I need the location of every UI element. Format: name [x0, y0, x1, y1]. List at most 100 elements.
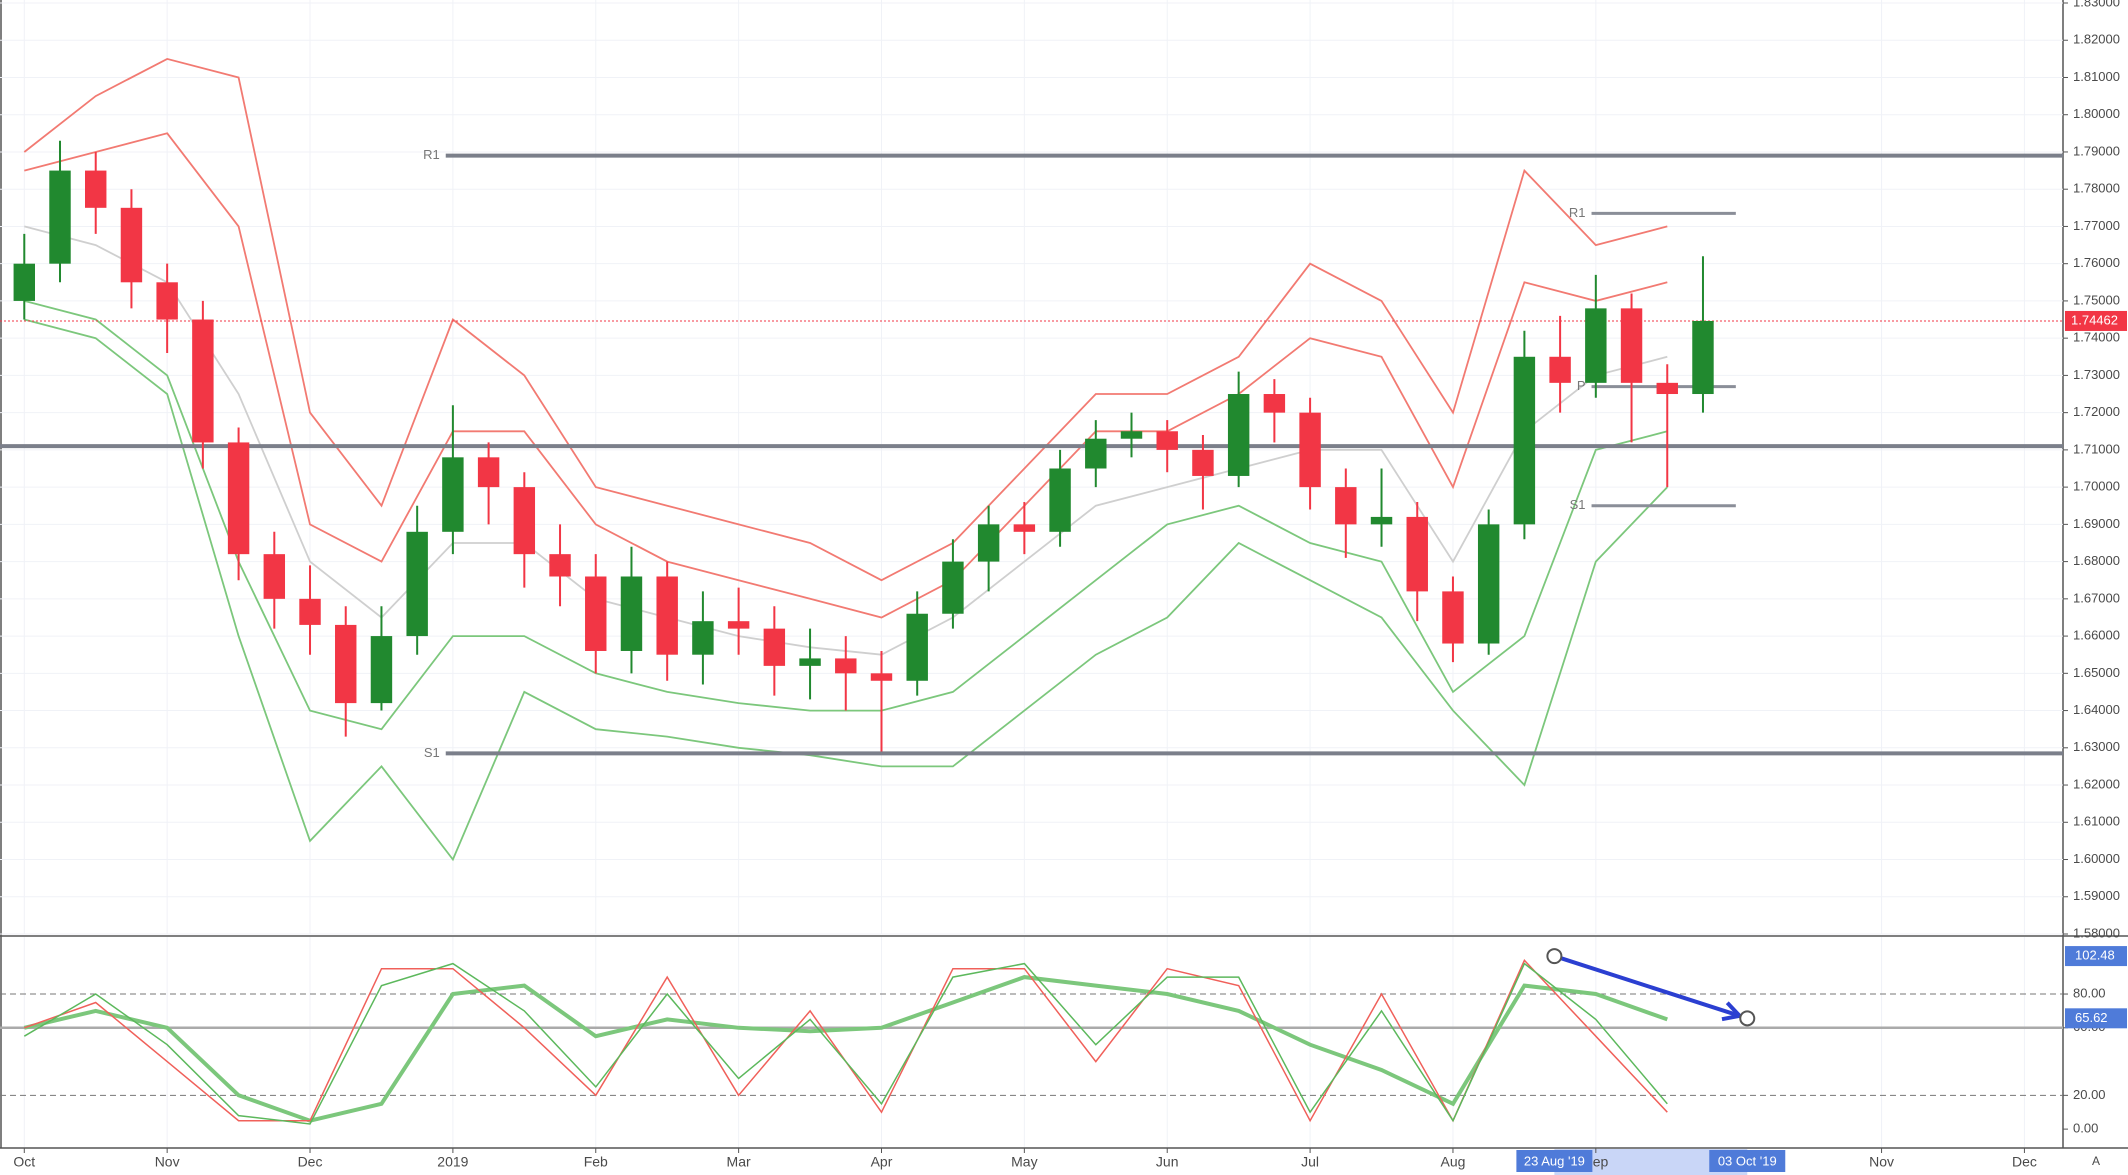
candle-body — [1370, 516, 1393, 525]
candle-body — [942, 561, 964, 614]
x-tick-label: Nov — [155, 1154, 180, 1170]
divergence-line — [1553, 954, 1748, 1021]
date-label: 03 Oct '19 — [1718, 1153, 1777, 1168]
candle-body — [585, 576, 607, 651]
candle-body — [763, 628, 786, 666]
candle-body — [906, 613, 928, 681]
y-tick-label: 80.00 — [2073, 985, 2106, 1000]
candle-body — [1513, 356, 1536, 525]
candle-body — [227, 442, 250, 555]
candle-body — [120, 207, 143, 283]
candle-body — [406, 531, 428, 637]
candle-body — [1442, 591, 1464, 644]
candle-body — [1049, 468, 1071, 532]
candle-body — [1013, 524, 1036, 532]
date-label-box — [1709, 1150, 1786, 1172]
candle-body — [1692, 320, 1714, 395]
candle-body — [727, 621, 750, 629]
x-tick-label: Jul — [1301, 1154, 1319, 1170]
last-price-box — [2065, 310, 2127, 331]
corner-label: A — [2092, 1154, 2100, 1168]
divergence-value-label: 102.48 — [2075, 948, 2115, 963]
band-line — [24, 132, 1668, 619]
y-tick-label: 1.82000 — [2073, 32, 2120, 47]
divergence-point — [1739, 1010, 1756, 1027]
y-tick-label: 1.74000 — [2073, 330, 2120, 345]
candle-body — [1263, 394, 1286, 413]
candle-body — [1192, 449, 1214, 476]
y-tick-label: 1.69000 — [2073, 516, 2120, 531]
candle-body — [656, 576, 678, 655]
divergence-value-box — [2065, 946, 2127, 967]
candle-body — [49, 170, 71, 264]
x-tick-label: Feb — [584, 1154, 608, 1170]
y-tick-label: 1.78000 — [2073, 181, 2120, 196]
x-tick-label: May — [1011, 1154, 1037, 1170]
pivot-label: P — [1577, 378, 1586, 393]
x-tick-label: 2019 — [437, 1154, 468, 1170]
candle-body — [1549, 356, 1571, 383]
candle-body — [335, 624, 357, 704]
x-tick-label: Dec — [298, 1154, 323, 1170]
candle-body — [870, 673, 893, 681]
x-tick-label: Apr — [871, 1154, 893, 1170]
candle-body — [692, 621, 714, 655]
candle-body — [1335, 487, 1357, 525]
pivot-label: S1 — [1570, 497, 1586, 512]
candle-body — [156, 282, 178, 320]
candle-body — [1656, 382, 1678, 395]
candle-body — [1120, 431, 1143, 439]
y-tick-label: 20.00 — [2073, 1087, 2106, 1102]
candle-body — [513, 487, 536, 555]
candle-body — [1227, 394, 1250, 476]
oscillator-line — [23, 975, 1668, 1123]
y-tick-label: 1.66000 — [2073, 628, 2120, 643]
candle-body — [85, 170, 107, 208]
candle-body — [549, 554, 571, 577]
x-tick-label: Oct — [13, 1154, 35, 1170]
y-tick-label: 1.62000 — [2073, 776, 2120, 791]
x-tick-label: Jun — [1156, 1154, 1179, 1170]
candle-body — [1620, 308, 1643, 383]
y-tick-label: 1.65000 — [2073, 665, 2120, 680]
candle-body — [1585, 308, 1607, 383]
band-line — [23, 57, 1668, 582]
candle-body — [1299, 412, 1321, 488]
y-tick-label: 1.81000 — [2073, 69, 2120, 84]
y-tick-label: 1.61000 — [2073, 814, 2120, 829]
y-tick-label: 0.00 — [2073, 1121, 2098, 1136]
y-tick-label: 1.70000 — [2073, 479, 2120, 494]
candle-body — [1085, 438, 1107, 469]
x-tick-label: Nov — [1869, 1154, 1894, 1170]
y-tick-label: 1.60000 — [2073, 851, 2120, 866]
candle-body — [835, 658, 857, 674]
y-tick-label: 1.73000 — [2073, 367, 2120, 382]
divergence-point — [1546, 948, 1563, 965]
y-tick-label: 1.58000 — [2073, 925, 2120, 940]
x-tick-label: Aug — [1440, 1154, 1465, 1170]
pivot-label: R1 — [1569, 205, 1586, 220]
divergence-value-box — [2065, 1008, 2127, 1029]
y-tick-label: 1.71000 — [2073, 441, 2120, 456]
candle-body — [1477, 524, 1500, 644]
y-tick-label: 1.72000 — [2073, 404, 2120, 419]
y-tick-label: 1.64000 — [2073, 702, 2120, 717]
last-price-label: 1.74462 — [2071, 312, 2118, 327]
y-tick-label: 1.59000 — [2073, 888, 2120, 903]
candle-body — [370, 636, 393, 704]
candle-body — [799, 658, 821, 666]
divergence-value-label: 65.62 — [2075, 1010, 2108, 1025]
candle-body — [1156, 431, 1178, 450]
y-tick-label: 1.83000 — [2073, 0, 2120, 9]
candle-body — [1406, 516, 1428, 592]
y-tick-label: 1.67000 — [2073, 590, 2120, 605]
candle-body — [263, 554, 286, 599]
band-line — [24, 318, 1668, 862]
y-tick-label: 1.75000 — [2073, 292, 2120, 307]
x-tick-label: Dec — [2012, 1154, 2037, 1170]
oscillator-line — [23, 962, 1668, 1125]
candle-body — [299, 598, 321, 625]
